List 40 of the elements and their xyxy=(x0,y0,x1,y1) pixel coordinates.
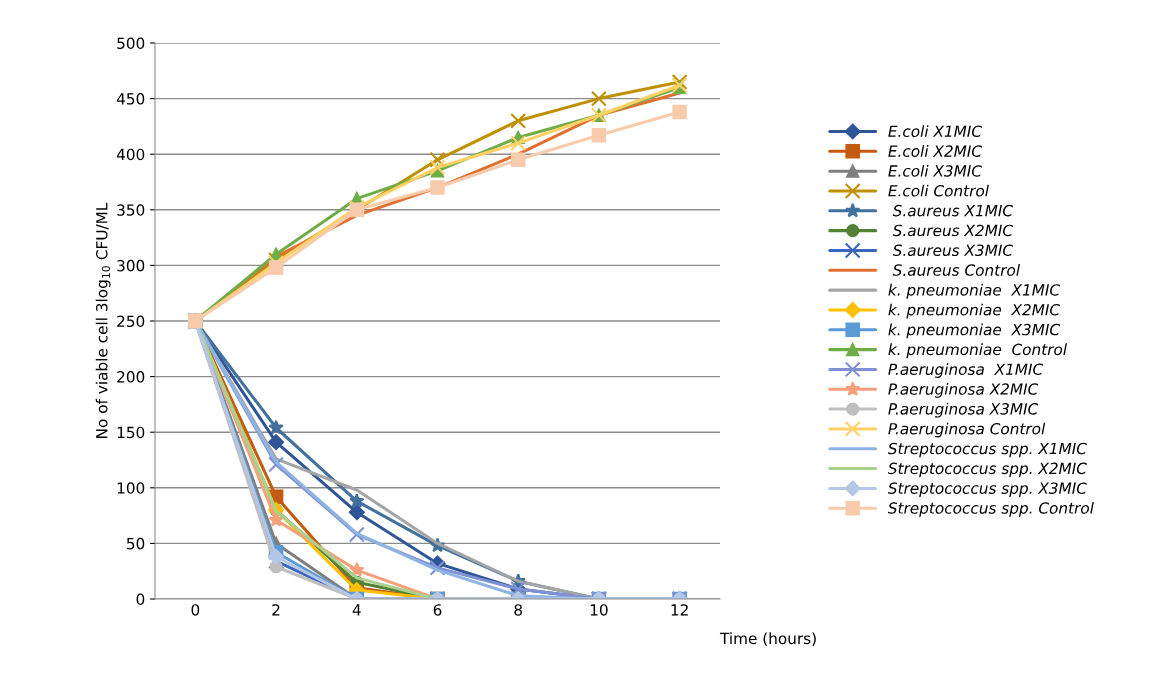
legend-label: P.aeruginosa X3MIC xyxy=(888,402,1039,418)
y-tick-label: 300 xyxy=(117,259,145,272)
x-tick-label: 12 xyxy=(671,604,688,616)
y-tick-label: 450 xyxy=(116,93,145,105)
legend-label: S.aureus X3MIC xyxy=(892,244,1013,257)
x-tick-label: 10 xyxy=(590,604,608,616)
legend-label: k. pneumoniae X1MIC xyxy=(888,283,1060,299)
y-tick-label: 0 xyxy=(136,593,145,606)
x-axis-title: Time (hours) xyxy=(719,632,816,646)
legend-label: Streptococcus spp. X2MIC xyxy=(887,462,1087,478)
legend-label: k. pneumoniae Control xyxy=(888,343,1067,359)
legend-label: Streptococcus spp. Control xyxy=(887,501,1094,517)
x-tick-label: 6 xyxy=(433,604,442,616)
legend-label: E.coli Control xyxy=(888,184,989,197)
y-axis-title: No of viable cell 3log$_{10}$ CFU/ML xyxy=(95,202,111,438)
legend-label: S.aureus X1MIC xyxy=(892,204,1013,217)
legend-label: k. pneumoniae X2MIC xyxy=(888,303,1060,319)
x-tick-label: 4 xyxy=(352,604,361,616)
legend-label: Streptococcus spp. X1MIC xyxy=(887,442,1087,458)
y-tick-label: 250 xyxy=(117,315,145,328)
legend-label: E.coli X3MIC xyxy=(888,164,982,177)
y-tick-label: 150 xyxy=(117,426,145,439)
legend-label: P.aeruginosa X1MIC xyxy=(888,363,1044,378)
x-tick-label: 0 xyxy=(191,604,200,616)
legend-label: E.coli X2MIC xyxy=(888,145,982,157)
y-tick-label: 50 xyxy=(127,537,145,550)
y-tick-label: 100 xyxy=(117,482,145,494)
y-tick-label: 500 xyxy=(117,37,145,50)
legend-label: Streptococcus spp. X3MIC xyxy=(887,482,1087,497)
legend-label: k. pneumoniae X3MIC xyxy=(888,323,1060,339)
legend-label: P.aeruginosa Control xyxy=(888,422,1046,438)
legend-label: S.aureus Control xyxy=(892,264,1020,276)
y-tick-label: 200 xyxy=(117,371,145,383)
legend-label: E.coli X1MIC xyxy=(888,125,982,138)
legend-label: P.aeruginosa X2MIC xyxy=(888,383,1039,398)
legend-label: S.aureus X2MIC xyxy=(892,224,1013,237)
x-tick-label: 2 xyxy=(272,604,280,616)
x-tick-label: 8 xyxy=(514,604,523,616)
y-tick-label: 350 xyxy=(117,204,145,216)
y-tick-label: 400 xyxy=(116,148,145,161)
